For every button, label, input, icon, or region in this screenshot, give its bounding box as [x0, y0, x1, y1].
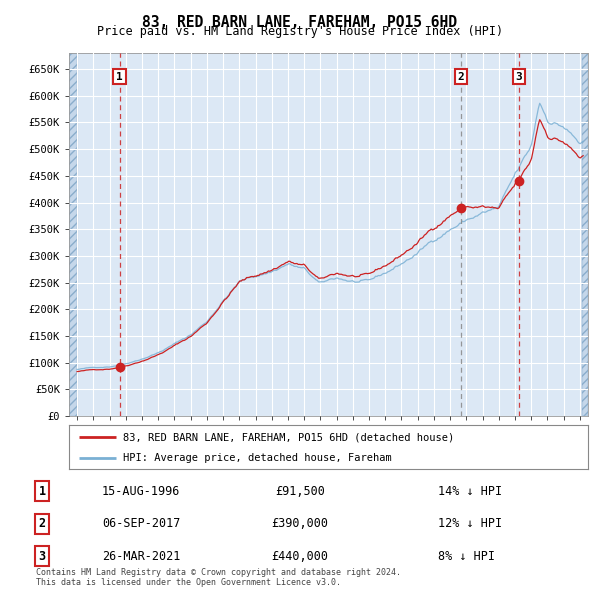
Text: 1: 1 — [38, 484, 46, 498]
Text: 2: 2 — [458, 72, 464, 81]
Text: Price paid vs. HM Land Registry's House Price Index (HPI): Price paid vs. HM Land Registry's House … — [97, 25, 503, 38]
Text: 06-SEP-2017: 06-SEP-2017 — [102, 517, 180, 530]
Text: HPI: Average price, detached house, Fareham: HPI: Average price, detached house, Fare… — [124, 453, 392, 463]
Text: 15-AUG-1996: 15-AUG-1996 — [102, 484, 180, 498]
Text: £440,000: £440,000 — [271, 549, 329, 563]
Text: 83, RED BARN LANE, FAREHAM, PO15 6HD: 83, RED BARN LANE, FAREHAM, PO15 6HD — [143, 15, 458, 30]
Text: 1: 1 — [116, 72, 123, 81]
Text: 26-MAR-2021: 26-MAR-2021 — [102, 549, 180, 563]
Text: 83, RED BARN LANE, FAREHAM, PO15 6HD (detached house): 83, RED BARN LANE, FAREHAM, PO15 6HD (de… — [124, 432, 455, 442]
Bar — [69, 53, 77, 416]
Bar — [581, 53, 588, 416]
Text: 8% ↓ HPI: 8% ↓ HPI — [438, 549, 495, 563]
Text: 3: 3 — [38, 549, 46, 563]
Text: Contains HM Land Registry data © Crown copyright and database right 2024.
This d: Contains HM Land Registry data © Crown c… — [36, 568, 401, 587]
Text: 2: 2 — [38, 517, 46, 530]
Text: 3: 3 — [515, 72, 522, 81]
Text: 14% ↓ HPI: 14% ↓ HPI — [438, 484, 502, 498]
Text: £91,500: £91,500 — [275, 484, 325, 498]
Bar — [69, 53, 77, 416]
Bar — [581, 53, 588, 416]
Text: 12% ↓ HPI: 12% ↓ HPI — [438, 517, 502, 530]
Text: £390,000: £390,000 — [271, 517, 329, 530]
